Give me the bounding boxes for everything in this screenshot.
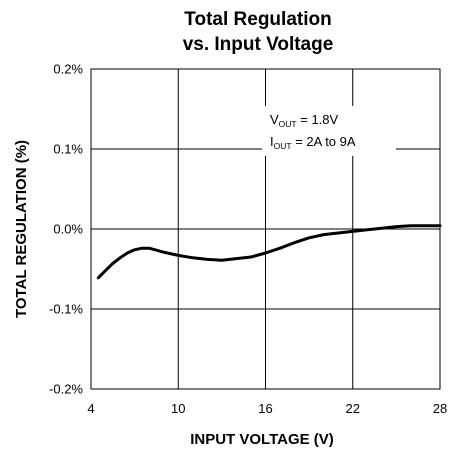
x-tick-label: 28 <box>433 401 447 416</box>
y-axis-label: TOTAL REGULATION (%) <box>13 140 30 318</box>
y-tick-label: 0.2% <box>53 62 83 77</box>
y-tick-label: 0.1% <box>53 142 83 157</box>
chart-title-line-2: vs. Input Voltage <box>183 34 334 55</box>
series-line <box>96 224 442 280</box>
x-tick-label: 22 <box>346 401 360 416</box>
annotation-vout: VOUT = 1.8V <box>270 112 339 129</box>
plot-frame <box>90 68 441 390</box>
x-axis-label: INPUT VOLTAGE (V) <box>190 431 334 448</box>
x-tick-labels: 4 10 16 22 28 <box>87 401 447 416</box>
y-tick-label: 0.0% <box>53 222 83 237</box>
annotation-iout: IOUT = 2A to 9A <box>270 134 356 151</box>
y-tick-labels: -0.2% -0.1% 0.0% 0.1% 0.2% <box>49 62 83 397</box>
chart-title-line-1: Total Regulation <box>184 9 331 30</box>
y-tick-label: -0.2% <box>49 382 83 397</box>
x-tick-label: 16 <box>258 401 272 416</box>
x-tick-label: 4 <box>87 401 94 416</box>
annotation-background <box>262 106 396 156</box>
y-tick-label: -0.1% <box>49 302 83 317</box>
x-tick-label: 10 <box>171 401 185 416</box>
